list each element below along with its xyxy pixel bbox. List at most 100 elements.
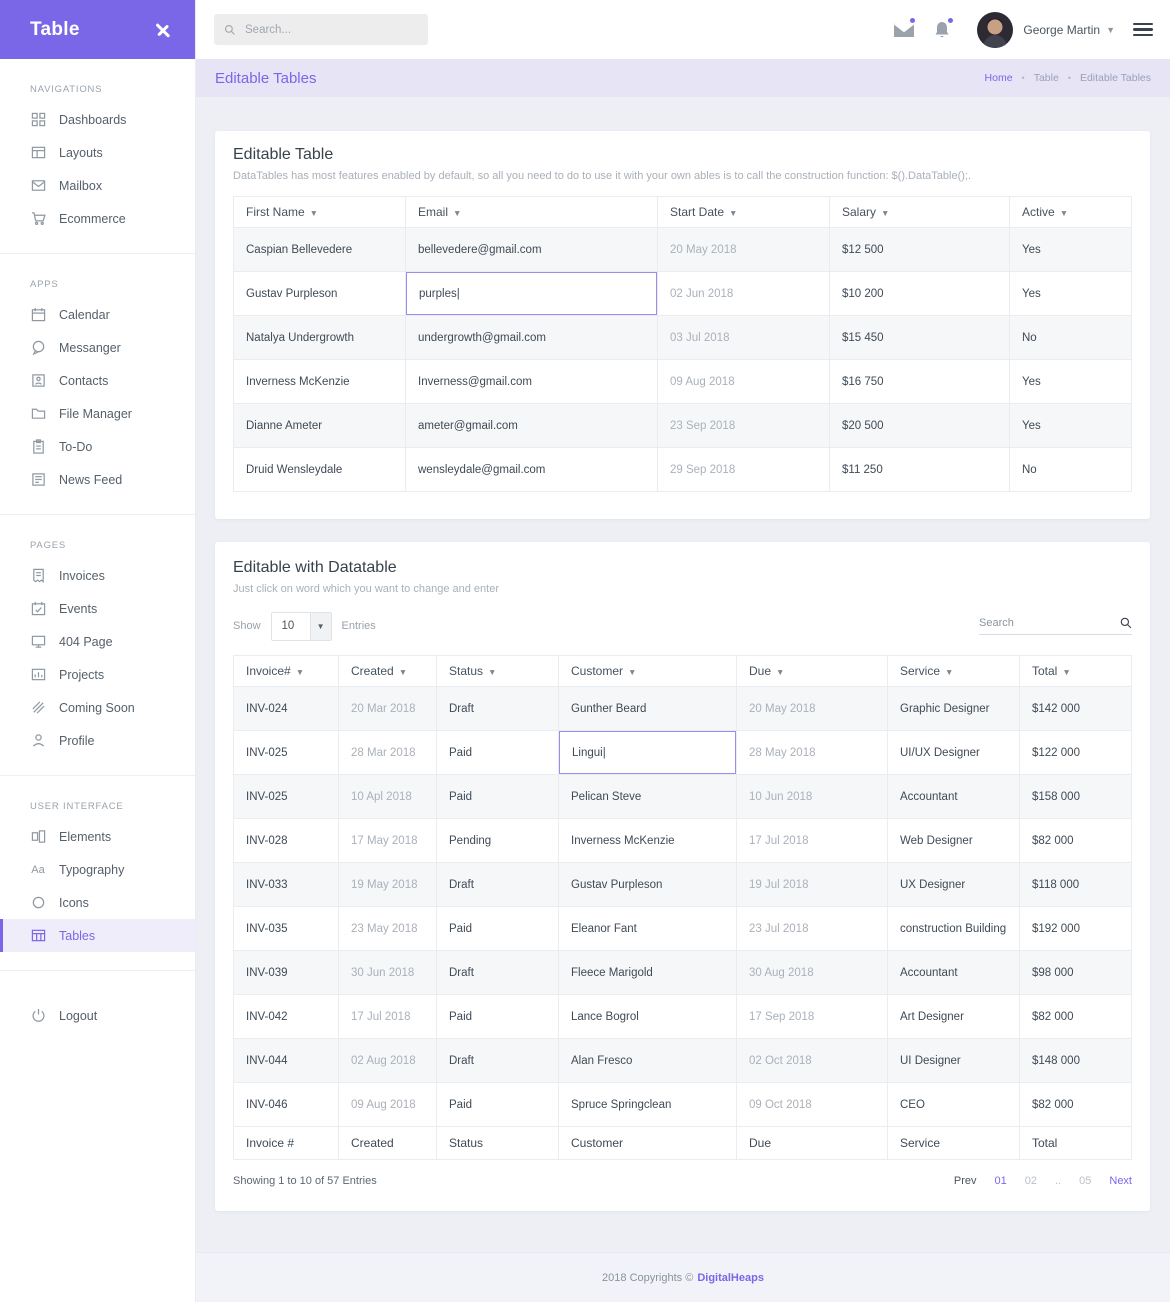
table-cell[interactable]: Fleece Marigold (558, 950, 737, 995)
table-cell[interactable]: Paid (436, 994, 559, 1039)
sidebar-item-tables[interactable]: Tables (0, 919, 195, 952)
table-cell[interactable]: 02 Aug 2018 (338, 1038, 437, 1083)
table-cell[interactable]: 09 Aug 2018 (657, 359, 830, 404)
sidebar-item-coming-soon[interactable]: Coming Soon (0, 691, 195, 724)
pagination-page-5[interactable]: 05 (1079, 1175, 1092, 1187)
table-cell[interactable]: 20 Mar 2018 (338, 686, 437, 731)
table-cell[interactable]: INV-042 (233, 994, 339, 1039)
sidebar-item-logout[interactable]: Logout (0, 999, 195, 1032)
table-cell[interactable]: UI/UX Designer (887, 730, 1020, 775)
table-cell[interactable]: $15 450 (829, 315, 1010, 360)
table-cell[interactable]: Draft (436, 950, 559, 995)
table-cell[interactable]: 20 May 2018 (736, 686, 888, 731)
cell-edit-input[interactable]: purples| (406, 272, 657, 315)
table-cell[interactable]: 30 Aug 2018 (736, 950, 888, 995)
sidebar-item-dashboards[interactable]: Dashboards (0, 103, 195, 136)
table-cell[interactable]: Accountant (887, 950, 1020, 995)
table-cell[interactable]: Eleanor Fant (558, 906, 737, 951)
table-cell[interactable]: Web Designer (887, 818, 1020, 863)
user-avatar[interactable] (977, 11, 1014, 48)
column-header-status[interactable]: Status ▼ (436, 655, 559, 687)
table-cell[interactable]: INV-033 (233, 862, 339, 907)
sidebar-item-file-manager[interactable]: File Manager (0, 397, 195, 430)
table-cell[interactable]: Yes (1009, 271, 1132, 316)
table-cell[interactable]: Caspian Bellevedere (233, 227, 406, 272)
table-cell[interactable]: bellevedere@gmail.com (405, 227, 658, 272)
table-cell[interactable]: Pending (436, 818, 559, 863)
table-cell[interactable]: Druid Wensleydale (233, 447, 406, 492)
column-header-start-date[interactable]: Start Date ▼ (657, 196, 830, 228)
editing-cell[interactable]: Lingui| (558, 730, 737, 775)
table-cell[interactable]: 17 Jul 2018 (736, 818, 888, 863)
table-cell[interactable]: 19 Jul 2018 (736, 862, 888, 907)
pagination-page-2[interactable]: 02 (1024, 1175, 1037, 1187)
sidebar-item-news-feed[interactable]: News Feed (0, 463, 195, 496)
table-cell[interactable]: $122 000 (1019, 730, 1132, 775)
table-cell[interactable]: INV-039 (233, 950, 339, 995)
table-cell[interactable]: $82 000 (1019, 818, 1132, 863)
table-cell[interactable]: 17 Jul 2018 (338, 994, 437, 1039)
datatable-search[interactable] (979, 617, 1132, 635)
table-cell[interactable]: Dianne Ameter (233, 403, 406, 448)
table-cell[interactable]: No (1009, 447, 1132, 492)
table-cell[interactable]: INV-025 (233, 774, 339, 819)
column-header-active[interactable]: Active ▼ (1009, 196, 1132, 228)
table-cell[interactable]: 28 Mar 2018 (338, 730, 437, 775)
user-menu[interactable]: George Martin (1023, 22, 1101, 37)
search-input[interactable] (245, 23, 405, 36)
cell-edit-input[interactable]: Lingui| (559, 731, 736, 774)
sidebar-item-profile[interactable]: Profile (0, 724, 195, 757)
table-cell[interactable]: wensleydale@gmail.com (405, 447, 658, 492)
table-cell[interactable]: INV-025 (233, 730, 339, 775)
sidebar-item-404-page[interactable]: 404 Page (0, 625, 195, 658)
table-cell[interactable]: $82 000 (1019, 1082, 1132, 1127)
column-header-salary[interactable]: Salary ▼ (829, 196, 1010, 228)
table-cell[interactable]: Paid (436, 774, 559, 819)
table-cell[interactable]: Natalya Undergrowth (233, 315, 406, 360)
table-cell[interactable]: 02 Oct 2018 (736, 1038, 888, 1083)
pagination-next[interactable]: Next (1109, 1175, 1132, 1187)
table-cell[interactable]: Yes (1009, 403, 1132, 448)
table-cell[interactable]: Yes (1009, 359, 1132, 404)
column-header-created[interactable]: Created ▼ (338, 655, 437, 687)
table-cell[interactable]: Gustav Purpleson (558, 862, 737, 907)
pagination-prev[interactable]: Prev (953, 1175, 977, 1187)
sidebar-item-icons[interactable]: Icons (0, 886, 195, 919)
table-cell[interactable]: Draft (436, 1038, 559, 1083)
table-cell[interactable]: $148 000 (1019, 1038, 1132, 1083)
pagination-page-1[interactable]: 01 (994, 1175, 1007, 1187)
table-cell[interactable]: Paid (436, 1082, 559, 1127)
table-cell[interactable]: No (1009, 315, 1132, 360)
table-cell[interactable]: CEO (887, 1082, 1020, 1127)
table-cell[interactable]: $192 000 (1019, 906, 1132, 951)
table-cell[interactable]: Paid (436, 730, 559, 775)
table-cell[interactable]: 23 May 2018 (338, 906, 437, 951)
table-cell[interactable]: 09 Oct 2018 (736, 1082, 888, 1127)
table-cell[interactable]: Pelican Steve (558, 774, 737, 819)
table-cell[interactable]: Draft (436, 686, 559, 731)
table-cell[interactable]: 30 Jun 2018 (338, 950, 437, 995)
sidebar-item-events[interactable]: Events (0, 592, 195, 625)
table-cell[interactable]: Spruce Springclean (558, 1082, 737, 1127)
table-cell[interactable]: INV-035 (233, 906, 339, 951)
topbar-search[interactable] (214, 14, 428, 45)
sidebar-item-layouts[interactable]: Layouts (0, 136, 195, 169)
messages-button[interactable] (893, 16, 917, 40)
table-cell[interactable]: $20 500 (829, 403, 1010, 448)
table-cell[interactable]: 29 Sep 2018 (657, 447, 830, 492)
datatable-search-input[interactable] (979, 617, 1109, 629)
table-cell[interactable]: 19 May 2018 (338, 862, 437, 907)
table-cell[interactable]: 28 May 2018 (736, 730, 888, 775)
table-cell[interactable]: Draft (436, 862, 559, 907)
table-cell[interactable]: Paid (436, 906, 559, 951)
editing-cell[interactable]: purples| (405, 271, 658, 316)
table-cell[interactable]: 20 May 2018 (657, 227, 830, 272)
table-cell[interactable]: 02 Jun 2018 (657, 271, 830, 316)
table-cell[interactable]: 23 Sep 2018 (657, 403, 830, 448)
table-cell[interactable]: Yes (1009, 227, 1132, 272)
table-cell[interactable]: INV-028 (233, 818, 339, 863)
sidebar-item-calendar[interactable]: Calendar (0, 298, 195, 331)
table-cell[interactable]: 10 Apl 2018 (338, 774, 437, 819)
sidebar-item-ecommerce[interactable]: Ecommerce (0, 202, 195, 235)
table-cell[interactable]: 17 Sep 2018 (736, 994, 888, 1039)
